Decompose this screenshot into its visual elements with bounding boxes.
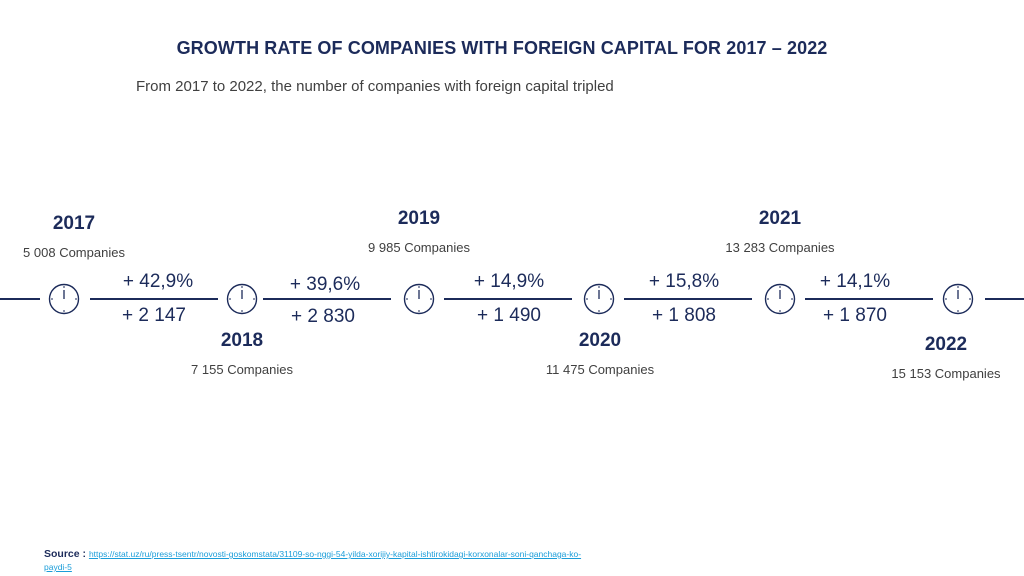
timeline-line-segment-2 <box>263 298 391 300</box>
growth-delta-2018-2019: + 2 830 <box>291 306 355 327</box>
growth-delta-2021-2022: + 1 870 <box>823 305 887 326</box>
growth-rate-2021-2022: + 14,1% <box>819 271 891 292</box>
timeline-line-segment-5 <box>805 298 933 300</box>
timeline-line-end <box>985 298 1024 300</box>
companies-count-2017: 5 008 Companies <box>23 245 125 260</box>
clock-icon <box>942 283 974 315</box>
companies-count-2020: 11 475 Companies <box>545 362 655 377</box>
year-label-2018: 2018 <box>220 330 264 351</box>
growth-rate-2018-2019: + 39,6% <box>289 274 361 295</box>
growth-rate-2020-2021: + 15,8% <box>648 271 720 292</box>
growth-delta-2020-2021: + 1 808 <box>652 305 716 326</box>
year-label-2021: 2021 <box>758 208 802 229</box>
companies-count-2019: 9 985 Companies <box>368 240 470 255</box>
timeline-line-segment-4 <box>624 298 752 300</box>
clock-icon <box>48 283 80 315</box>
year-label-2017: 2017 <box>52 213 96 234</box>
page-title: GROWTH RATE OF COMPANIES WITH FOREIGN CA… <box>176 38 828 58</box>
source-note: Source : https://stat.uz/ru/press-tsentr… <box>44 548 604 574</box>
timeline-line-segment-1 <box>90 298 218 300</box>
companies-count-2018: 7 155 Companies <box>191 362 293 377</box>
companies-count-2021: 13 283 Companies <box>725 240 835 255</box>
year-label-2019: 2019 <box>397 208 441 229</box>
growth-delta-2017-2018: + 2 147 <box>122 305 186 326</box>
clock-icon <box>403 283 435 315</box>
timeline-line-segment-3 <box>444 298 572 300</box>
year-label-2022: 2022 <box>924 334 968 355</box>
year-label-2020: 2020 <box>578 330 622 351</box>
page-subtitle: From 2017 to 2022, the number of compani… <box>136 78 614 95</box>
source-link[interactable]: https://stat.uz/ru/press-tsentr/novosti-… <box>44 549 582 572</box>
clock-icon <box>583 283 615 315</box>
companies-count-2022: 15 153 Companies <box>891 366 1001 381</box>
clock-icon <box>764 283 796 315</box>
timeline-line-start <box>0 298 40 300</box>
clock-icon <box>226 283 258 315</box>
growth-rate-2019-2020: + 14,9% <box>473 271 545 292</box>
source-label: Source : <box>44 548 87 560</box>
growth-rate-2017-2018: + 42,9% <box>122 271 194 292</box>
growth-delta-2019-2020: + 1 490 <box>477 305 541 326</box>
